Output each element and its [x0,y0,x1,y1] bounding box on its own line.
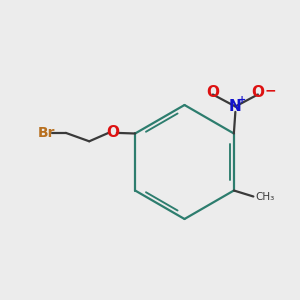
Text: N: N [229,99,242,114]
Text: O: O [106,125,119,140]
Text: O: O [251,85,264,100]
Text: CH₃: CH₃ [256,191,275,202]
Text: Br: Br [38,126,55,140]
Text: +: + [238,95,246,105]
Text: −: − [265,84,276,98]
Text: O: O [206,85,219,100]
